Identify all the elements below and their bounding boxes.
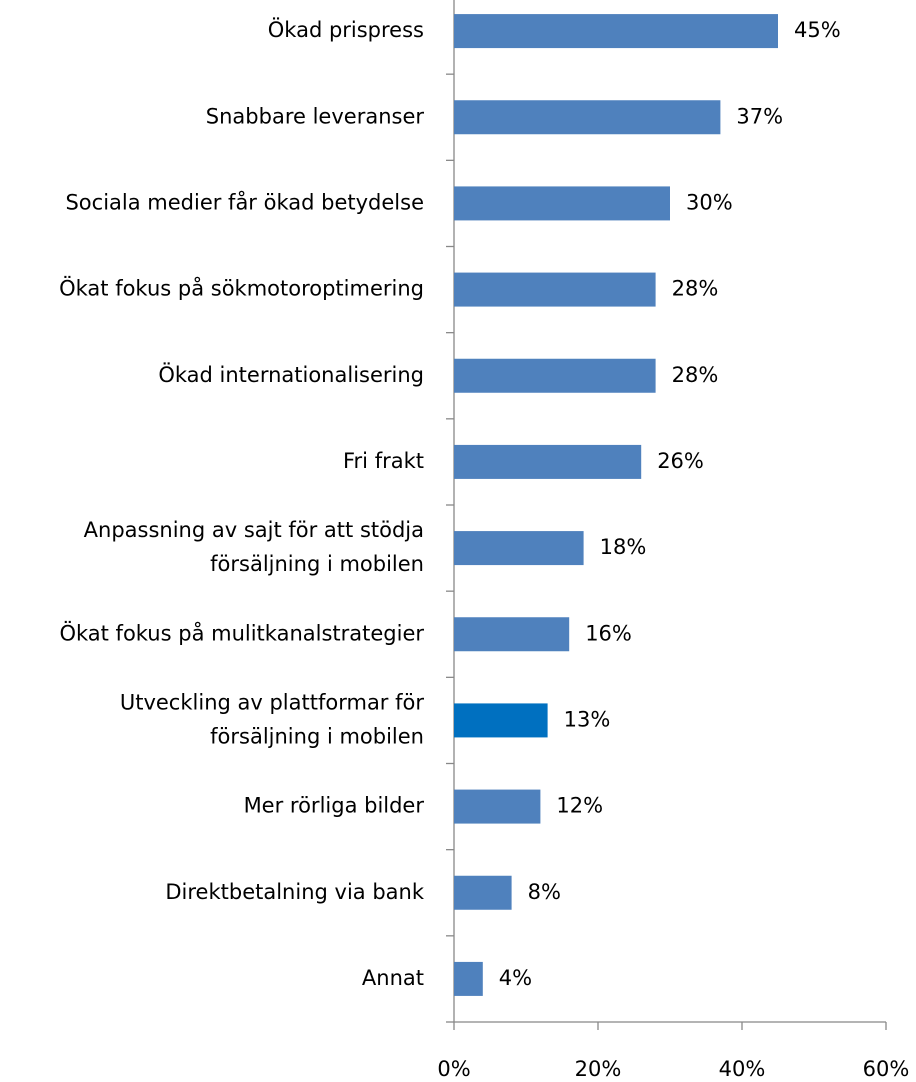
value-label: 18% [600, 535, 647, 559]
category-label: Sociala medier får ökad betydelse [65, 189, 424, 214]
category-label: Ökad internationalisering [158, 362, 424, 387]
x-tick-label: 40% [719, 1057, 766, 1081]
bar [454, 272, 656, 307]
category-label: Anpassning av sajt för att stödja försälj… [84, 518, 424, 576]
category-label: Ökat fokus på mulitkanalstrategier [59, 620, 424, 645]
x-tick-label: 0% [437, 1057, 470, 1081]
bar [454, 186, 670, 221]
category-label: Ökat fokus på sökmotoroptimering [59, 276, 424, 301]
value-label: 28% [672, 363, 719, 387]
bar [454, 444, 642, 479]
value-label: 13% [564, 707, 611, 731]
category-label: Ökad prispress [268, 17, 424, 42]
category-label: Snabbare leveranser [206, 104, 425, 128]
category-label: Direktbetalning via bank [165, 880, 424, 904]
value-label: 37% [736, 104, 783, 128]
category-label: Fri frakt [343, 449, 424, 473]
value-label: 45% [794, 18, 841, 42]
bar [454, 875, 512, 910]
bar [454, 358, 656, 393]
bar [454, 961, 483, 996]
bar [454, 531, 584, 566]
bar [454, 703, 548, 738]
x-tick-label: 20% [575, 1057, 622, 1081]
category-label: Mer rörliga bilder [244, 794, 425, 818]
bar [454, 617, 570, 652]
bar [454, 14, 778, 49]
value-label: 4% [499, 966, 532, 990]
category-label: Utveckling av plattformar för försäljning… [120, 690, 424, 748]
value-label: 16% [585, 621, 632, 645]
category-label: Annat [362, 966, 424, 990]
value-label: 12% [556, 794, 603, 818]
x-tick-label: 60% [863, 1057, 910, 1081]
value-label: 8% [528, 880, 561, 904]
value-label: 28% [672, 277, 719, 301]
value-label: 26% [657, 449, 704, 473]
value-label: 30% [686, 190, 733, 214]
bar [454, 789, 541, 824]
bar [454, 100, 721, 135]
